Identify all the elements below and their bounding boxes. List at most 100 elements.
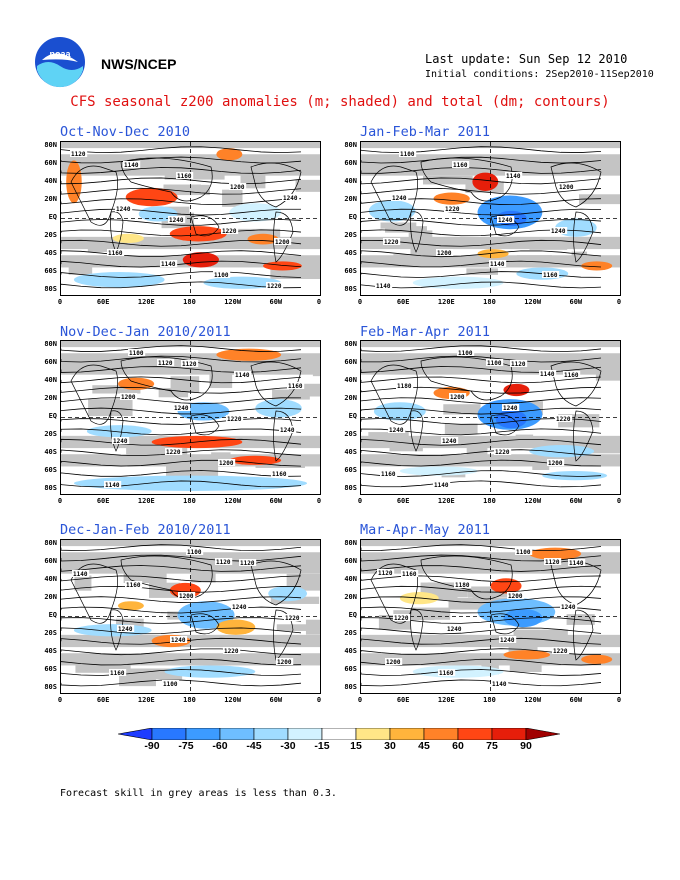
lon-tick-label: 120W (224, 497, 242, 505)
lat-tick-label: 60N (44, 358, 57, 366)
contour-label: 1160 (453, 162, 468, 169)
contour-label: 1200 (386, 659, 401, 666)
lat-tick-label: 60S (44, 466, 57, 474)
map-panel: 1100 1120 1160 1180 1200 1240 1220 1240 1240 1220… (360, 340, 621, 495)
lon-tick-label: 60E (96, 298, 110, 306)
contour-label: 1160 (177, 173, 192, 180)
lon-tick-label: 0 (616, 497, 622, 505)
contour-label: 1240 (561, 604, 576, 611)
lon-tick-label: 120W (524, 696, 542, 704)
colorbar (118, 728, 560, 740)
lon-tick-label: 60E (396, 497, 410, 505)
panel-title: Feb-Mar-Apr 2011 (360, 324, 491, 340)
lat-tick-label: 40N (44, 177, 57, 185)
map-panel: 1100 1120 1140 1160 1200 1240 1220 1240 1240 1220… (60, 340, 321, 495)
lat-tick-label: EQ (348, 213, 357, 221)
contour-label: 1200 (179, 593, 194, 600)
contour-label: 1240 (389, 427, 404, 434)
lon-tick-label: 180 (483, 298, 496, 306)
contour-label: 1140 (540, 371, 555, 378)
lon-tick-label: 60W (569, 696, 583, 704)
lat-tick-label: EQ (48, 611, 57, 619)
lon-tick-label: 120E (137, 497, 155, 505)
lat-tick-label: EQ (348, 412, 357, 420)
colorbar-swatch (355, 728, 391, 740)
panel-title: Nov-Dec-Jan 2010/2011 (60, 324, 231, 340)
map-panel: 1100 1120 1140 1160 1200 1240 1220 1240 1240 1220… (60, 539, 321, 694)
contour-label: 1120 (378, 570, 393, 577)
contour-label: 1180 (397, 383, 412, 390)
lat-tick-label: 20N (344, 195, 357, 203)
lat-tick-label: EQ (48, 213, 57, 221)
colorbar-swatch (321, 728, 357, 740)
lat-tick-label: 80S (344, 683, 357, 691)
lat-tick-label: 80N (44, 539, 57, 547)
contour-label: 1140 (376, 283, 391, 290)
lon-tick-label: 60E (96, 696, 110, 704)
contour-label: 1100 (187, 549, 202, 556)
lat-tick-label: 40N (344, 177, 357, 185)
contour-label: 1140 (105, 482, 120, 489)
lon-tick-label: 0 (316, 497, 322, 505)
lon-tick-label: 60E (96, 497, 110, 505)
contour-label: 1200 (437, 250, 452, 257)
lat-tick-label: 80S (44, 484, 57, 492)
contour-label: 1200 (450, 394, 465, 401)
lon-tick-label: 60W (569, 298, 583, 306)
lon-tick-label: 120E (137, 298, 155, 306)
contour-label: 1100 (487, 360, 502, 367)
lat-tick-label: 20N (344, 593, 357, 601)
map-panel: 1120 1140 1160 1200 1240 1240 1240 1220 1200 1160… (60, 141, 321, 296)
contour-label: 1120 (240, 560, 255, 567)
lat-tick-label: 80N (344, 539, 357, 547)
colorbar-swatch (457, 728, 493, 740)
last-update: Last update: Sun Sep 12 2010 (425, 52, 628, 66)
panel-title: Oct-Nov-Dec 2010 (60, 124, 191, 140)
lat-tick-label: 40N (44, 376, 57, 384)
colorbar-label: -15 (314, 740, 330, 752)
colorbar-swatch (185, 728, 221, 740)
contour-label: 1240 (118, 626, 133, 633)
contour-label: 1100 (458, 350, 473, 357)
lon-tick-label: 180 (183, 696, 196, 704)
panel-title: Mar-Apr-May 2011 (360, 522, 491, 538)
contour-label: 1220 (166, 449, 181, 456)
lat-tick-label: 20S (44, 231, 57, 239)
lon-tick-label: 60W (569, 497, 583, 505)
contour-label: 1240 (283, 195, 298, 202)
contour-label: 1200 (559, 184, 574, 191)
lat-tick-label: 80N (44, 141, 57, 149)
colorbar-swatch (151, 728, 187, 740)
contour-label: 1160 (564, 372, 579, 379)
svg-text:noaa: noaa (49, 49, 71, 59)
lat-tick-label: 60S (44, 267, 57, 275)
contour-label: 1180 (455, 582, 470, 589)
contour-label: 1160 (402, 571, 417, 578)
lon-tick-label: 60E (396, 696, 410, 704)
colorbar-swatch (491, 728, 527, 740)
lon-tick-label: 120W (524, 298, 542, 306)
lat-tick-label: 40N (44, 575, 57, 583)
contour-label: 1140 (490, 261, 505, 268)
lat-tick-label: 80S (44, 285, 57, 293)
lat-tick-label: 60N (44, 557, 57, 565)
contour-label: 1140 (124, 162, 139, 169)
lat-tick-label: 40S (44, 647, 57, 655)
contour-label: 1240 (280, 427, 295, 434)
contour-label: 1240 (169, 217, 184, 224)
contour-label: 1220 (227, 416, 242, 423)
contour-label: 1220 (553, 648, 568, 655)
contour-label: 1220 (394, 615, 409, 622)
contour-label: 1240 (500, 637, 515, 644)
lon-tick-label: 0 (57, 696, 63, 704)
contour-label: 1200 (121, 394, 136, 401)
contour-label: 1100 (163, 681, 178, 688)
contour-label: 1120 (71, 151, 86, 158)
contour-label: 1160 (110, 670, 125, 677)
contour-label: 1100 (129, 350, 144, 357)
lat-tick-label: 20N (44, 593, 57, 601)
contour-label: 1100 (400, 151, 415, 158)
contour-label: 1220 (495, 449, 510, 456)
contour-label: 1240 (442, 438, 457, 445)
lon-tick-label: 120E (137, 696, 155, 704)
